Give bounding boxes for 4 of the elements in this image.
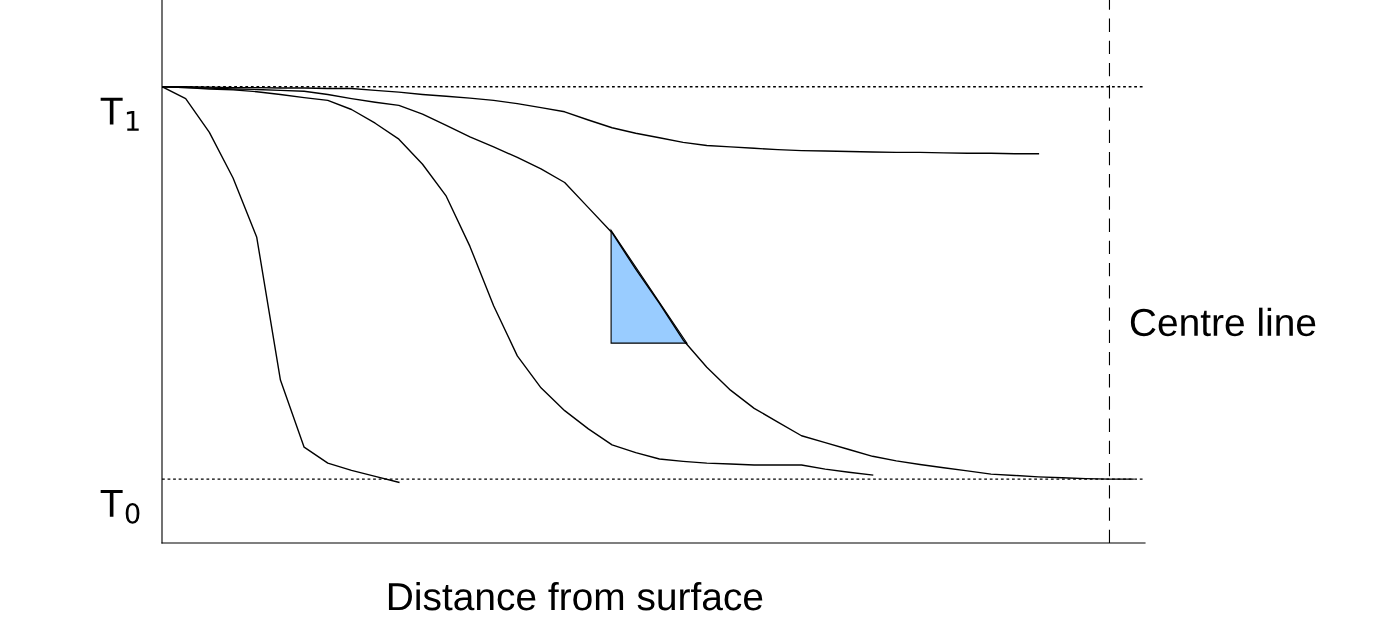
x-axis-title: Distance from surface	[388, 581, 763, 611]
annotation: Centre line	[1130, 307, 1316, 337]
ref-line-label: T$_{0}$	[100, 490, 140, 524]
ref-line-label: T$_{1}$	[100, 97, 139, 131]
